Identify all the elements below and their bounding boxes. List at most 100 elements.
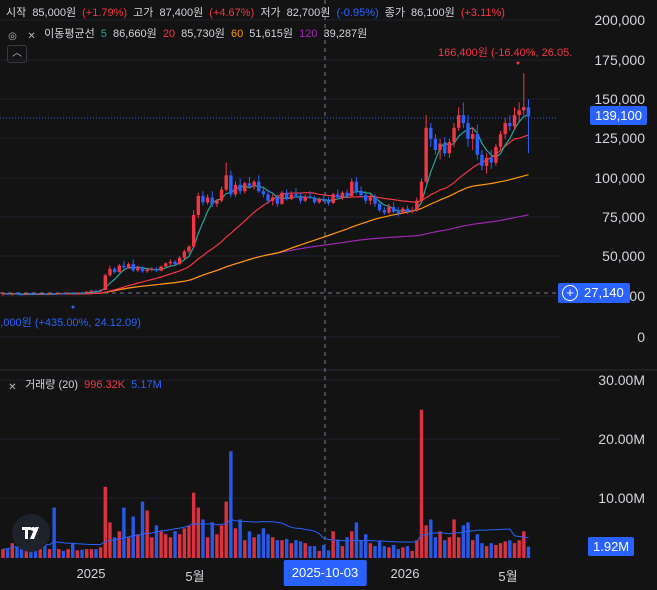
- eye-icon[interactable]: ◎: [8, 31, 17, 42]
- candle-body: [261, 191, 266, 195]
- candle-body: [340, 192, 345, 198]
- volume-bar: [498, 543, 503, 558]
- candle-body: [308, 196, 312, 198]
- candle-body: [98, 289, 103, 292]
- candle-body: [391, 207, 396, 212]
- candle-body: [1, 293, 5, 295]
- candle-body: [108, 268, 112, 276]
- volume-bar: [173, 531, 177, 558]
- volume-bar: [257, 534, 261, 558]
- volume-bar: [382, 546, 386, 558]
- high-annotation: 166,400원 (-16.40%, 26.05.: [438, 47, 573, 59]
- volume-bar: [112, 537, 117, 558]
- volume-bar: [187, 525, 191, 558]
- candle-body: [475, 134, 479, 155]
- candle-body: [498, 134, 503, 147]
- volume-bar: [284, 539, 289, 558]
- candle-body: [396, 211, 400, 214]
- volume-bar: [391, 544, 396, 558]
- volume-bar: [526, 546, 531, 558]
- volume-bar: [210, 522, 214, 558]
- grid-lines: [0, 19, 560, 499]
- low-label: 저가: [260, 7, 281, 19]
- volume-bar: [275, 540, 280, 558]
- volume-ma-line: [2, 518, 529, 550]
- volume-bar: [336, 540, 340, 558]
- candle-body: [322, 199, 326, 201]
- candle-body: [15, 293, 19, 295]
- close-icon[interactable]: ✕: [8, 382, 17, 393]
- candle-body: [503, 123, 507, 135]
- volume-bar: [280, 540, 284, 558]
- candle-body: [43, 293, 47, 295]
- crosshair-price-badge[interactable]: +27,140: [558, 283, 630, 303]
- candle-body: [298, 195, 303, 201]
- volume-bar: [424, 525, 428, 558]
- high-value: 87,400원: [159, 7, 204, 19]
- crosshair-date-badge: 2025-10-03: [283, 560, 367, 586]
- candle-body: [387, 207, 391, 213]
- low-marker: [71, 305, 75, 309]
- volume-bar: [405, 546, 410, 558]
- candle-body: [247, 183, 252, 187]
- volume-bar: [215, 534, 219, 558]
- candle-body: [257, 181, 261, 192]
- volume-bar: [154, 525, 159, 558]
- volume-bar: [415, 540, 419, 558]
- close-value: 86,100원: [411, 7, 455, 19]
- volume-bar: [387, 547, 391, 558]
- high-change: (+4.67%): [209, 7, 255, 19]
- volume-tick-label: 20.00M: [598, 431, 645, 447]
- ma60-line: [2, 174, 529, 295]
- volume-bar: [271, 537, 275, 558]
- volume-bar: [480, 543, 484, 558]
- volume-bar: [266, 534, 270, 558]
- high-label: 고가: [133, 7, 154, 19]
- volume-bar: [140, 501, 145, 558]
- volume-bar: [159, 531, 163, 558]
- volume-bar: [182, 528, 187, 558]
- volume-legend: ✕ 거래량 (20) 996.32K 5.17M: [6, 376, 165, 394]
- candle-body: [66, 292, 70, 294]
- tradingview-logo[interactable]: [12, 514, 50, 552]
- candle-body: [5, 293, 10, 295]
- volume-bar: [326, 550, 331, 558]
- candle-body: [284, 192, 289, 200]
- volume-bar: [303, 543, 307, 558]
- volume-bar: [201, 519, 205, 558]
- open-change: (+1.79%): [82, 7, 128, 19]
- volume-bar: [229, 451, 233, 558]
- candle-body: [480, 154, 484, 166]
- ma5-value: 86,660원: [112, 28, 157, 40]
- tradingview-logo-icon: [22, 527, 39, 539]
- volume-bar: [61, 550, 66, 558]
- volume-bar: [308, 546, 312, 558]
- volume-bar: [345, 537, 349, 558]
- ma120-period: 120: [299, 28, 318, 40]
- ma5-period: 5: [100, 28, 107, 40]
- candle-body: [294, 194, 298, 196]
- candle-body: [354, 181, 359, 192]
- candle-body: [289, 194, 293, 200]
- candle-body: [377, 203, 382, 211]
- volume-bar: [484, 546, 489, 558]
- candle-body: [126, 264, 131, 268]
- volume-bar: [350, 531, 354, 558]
- close-icon[interactable]: ✕: [27, 31, 36, 42]
- volume-bar: [47, 549, 52, 558]
- candle-body: [457, 115, 461, 128]
- candle-body: [205, 197, 210, 203]
- volume-bar: [89, 549, 94, 558]
- volume-bar: [317, 550, 321, 558]
- candle-body: [517, 110, 521, 116]
- volume-bars: [1, 409, 531, 558]
- candle-body: [470, 134, 475, 139]
- collapse-legend-button[interactable]: ︿: [7, 45, 27, 63]
- volume-bar: [377, 541, 382, 558]
- candle-body: [373, 197, 377, 204]
- open-label: 시작: [6, 7, 27, 19]
- add-icon[interactable]: +: [562, 285, 578, 301]
- candle-body: [150, 268, 154, 270]
- volume-bar: [19, 549, 24, 558]
